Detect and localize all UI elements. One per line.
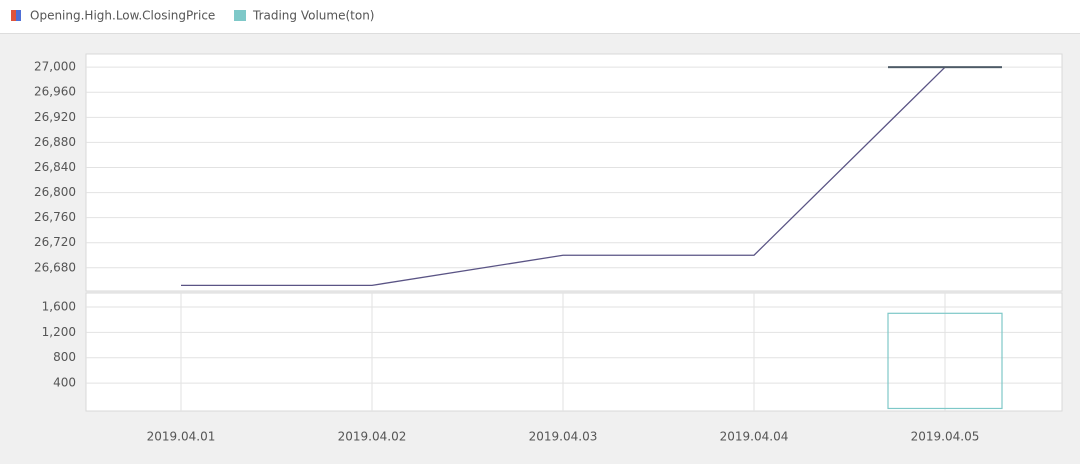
y-tick-label: 1,600 bbox=[42, 299, 76, 313]
y-tick-label: 26,760 bbox=[34, 210, 76, 224]
x-tick-label: 2019.04.04 bbox=[720, 430, 789, 444]
legend-icon[interactable] bbox=[11, 10, 16, 21]
x-tick-label: 2019.04.02 bbox=[338, 430, 407, 444]
legend-label[interactable]: Opening.High.Low.ClosingPrice bbox=[30, 9, 215, 23]
x-tick-label: 2019.04.05 bbox=[911, 430, 980, 444]
candle-body bbox=[888, 66, 1002, 69]
y-tick-label: 1,200 bbox=[42, 325, 76, 339]
x-tick-label: 2019.04.01 bbox=[147, 430, 216, 444]
legend-icon[interactable] bbox=[16, 10, 21, 21]
volume-panel bbox=[85, 292, 1063, 412]
y-tick-label: 26,960 bbox=[34, 85, 76, 99]
y-tick-label: 26,880 bbox=[34, 135, 76, 149]
price-panel bbox=[85, 53, 1063, 292]
legend-label[interactable]: Trading Volume(ton) bbox=[252, 9, 375, 23]
y-tick-label: 26,840 bbox=[34, 160, 76, 174]
legend-bar bbox=[0, 0, 1080, 33]
y-tick-label: 26,680 bbox=[34, 260, 76, 274]
x-tick-label: 2019.04.03 bbox=[529, 430, 598, 444]
y-tick-label: 26,920 bbox=[34, 110, 76, 124]
price-line bbox=[181, 66, 946, 287]
y-tick-label: 27,000 bbox=[34, 60, 76, 74]
y-tick-label: 26,800 bbox=[34, 185, 76, 199]
y-tick-label: 400 bbox=[53, 376, 76, 390]
volume-bar bbox=[887, 312, 1003, 410]
y-tick-label: 800 bbox=[53, 350, 76, 364]
y-tick-label: 26,720 bbox=[34, 235, 76, 249]
legend-icon[interactable] bbox=[234, 10, 246, 21]
